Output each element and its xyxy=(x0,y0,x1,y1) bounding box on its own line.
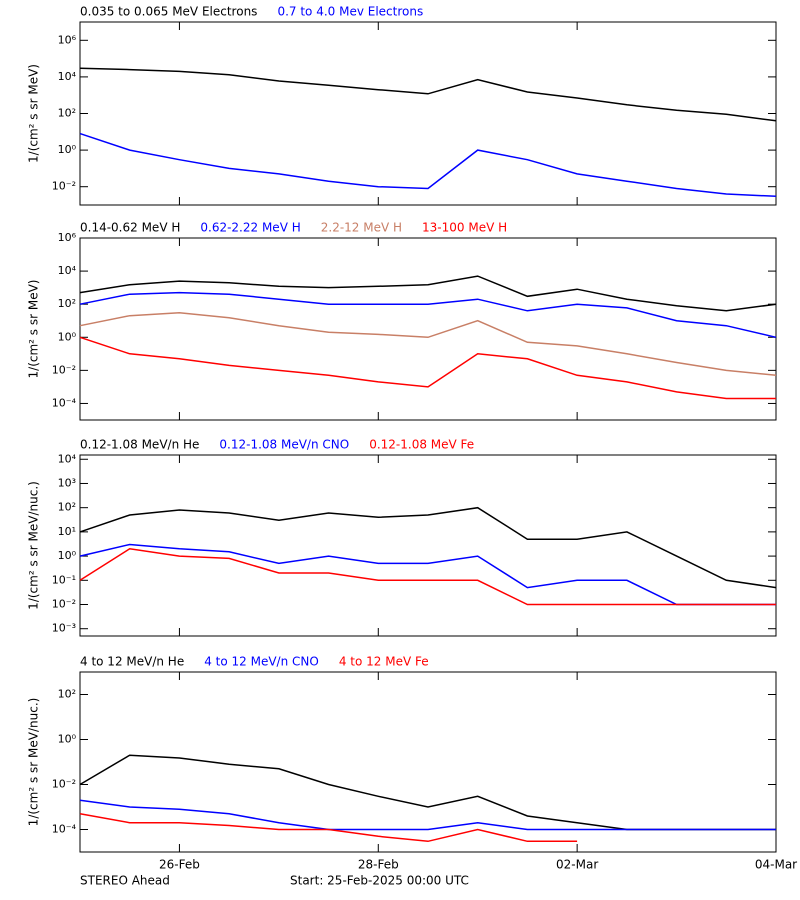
series-line xyxy=(79,543,776,606)
legend-entry: 4 to 12 MeV/n He xyxy=(80,655,184,669)
y-tick-label: 10⁶ xyxy=(58,33,77,46)
x-tick-label: 26-Feb xyxy=(159,858,200,872)
y-tick-label: 10⁰ xyxy=(58,733,77,746)
series-line xyxy=(79,813,578,843)
y-tick-label: 10⁰ xyxy=(58,549,77,562)
footer-left: STEREO Ahead xyxy=(80,874,170,888)
footer-right: Start: 25-Feb-2025 00:00 UTC xyxy=(290,874,469,888)
y-tick-label: 10¹ xyxy=(58,525,76,538)
series-line xyxy=(79,291,777,339)
y-tick-label: 10² xyxy=(58,107,76,120)
plot-frame xyxy=(79,237,777,421)
y-tick-label: 10⁶ xyxy=(58,231,77,244)
y-tick-label: 10² xyxy=(58,297,76,310)
y-tick-label: 10⁻⁴ xyxy=(52,823,77,836)
legend-entry: 4 to 12 MeV Fe xyxy=(339,655,429,669)
legend-entry: 13-100 MeV H xyxy=(422,221,507,235)
y-tick-label: 10⁻² xyxy=(52,598,76,611)
y-tick-label: 10⁴ xyxy=(58,452,77,465)
series-line xyxy=(79,754,776,831)
y-tick-label: 10⁰ xyxy=(58,143,77,156)
y-tick-label: 10⁻² xyxy=(52,778,76,791)
series-line xyxy=(79,132,777,198)
series-line xyxy=(79,336,776,400)
legend-entry: 4 to 12 MeV/n CNO xyxy=(204,655,319,669)
y-tick-label: 10³ xyxy=(58,476,76,489)
plot-frame xyxy=(79,454,777,637)
x-tick-label: 04-Mar xyxy=(755,858,797,872)
legend-entry: 0.12-1.08 MeV/n CNO xyxy=(219,438,349,452)
y-tick-label: 10⁴ xyxy=(58,70,77,83)
legend-entry: 0.12-1.08 MeV Fe xyxy=(369,438,474,452)
x-tick-label: 02-Mar xyxy=(556,858,598,872)
y-tick-label: 10⁰ xyxy=(58,330,77,343)
series-line xyxy=(79,275,777,312)
y-axis-label: 1/(cm² s sr MeV) xyxy=(27,64,41,163)
y-tick-label: 10⁻² xyxy=(52,363,76,376)
y-tick-label: 10⁻³ xyxy=(52,622,76,635)
series-line xyxy=(79,548,776,606)
legend-entry: 0.14-0.62 MeV H xyxy=(80,221,180,235)
y-axis-label: 1/(cm² s sr MeV/nuc.) xyxy=(27,481,41,610)
y-tick-label: 10⁻⁴ xyxy=(52,396,77,409)
y-axis-label: 1/(cm² s sr MeV) xyxy=(27,280,41,379)
y-axis-label: 1/(cm² s sr MeV/nuc.) xyxy=(27,698,41,827)
plot-frame xyxy=(79,21,777,206)
legend-entry: 0.12-1.08 MeV/n He xyxy=(80,438,199,452)
y-tick-label: 10² xyxy=(58,688,76,701)
y-tick-label: 10⁻² xyxy=(52,180,76,193)
series-line xyxy=(79,312,777,377)
legend-entry: 2.2-12 MeV H xyxy=(321,221,402,235)
legend-entry: 0.035 to 0.065 MeV Electrons xyxy=(80,5,257,19)
legend-entry: 0.62-2.22 MeV H xyxy=(200,221,300,235)
y-tick-label: 10⁻¹ xyxy=(52,573,76,586)
y-tick-label: 10⁴ xyxy=(58,264,77,277)
plot-frame xyxy=(79,671,777,853)
series-line xyxy=(79,506,777,589)
legend-entry: 0.7 to 4.0 Mev Electrons xyxy=(277,5,423,19)
x-tick-label: 28-Feb xyxy=(358,858,399,872)
series-line xyxy=(79,799,776,831)
series-line xyxy=(79,67,777,122)
y-tick-label: 10² xyxy=(58,501,76,514)
